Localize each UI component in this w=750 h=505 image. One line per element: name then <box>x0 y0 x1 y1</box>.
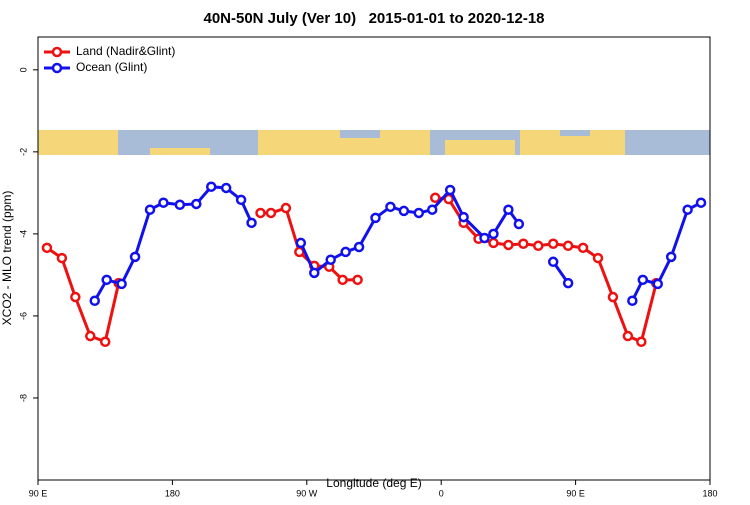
x-tick-label: 180 <box>702 488 717 498</box>
point <box>352 274 363 286</box>
point <box>518 238 529 249</box>
y-axis-label: XCO2 - MLO trend (ppm) <box>0 191 14 326</box>
y-tick-label: -6 <box>18 312 28 320</box>
point <box>255 207 266 219</box>
point <box>577 242 589 254</box>
point <box>682 204 693 215</box>
plot-frame <box>37 36 711 481</box>
point <box>479 232 490 244</box>
map-strip <box>38 130 710 155</box>
y-tick-label: -2 <box>18 148 28 156</box>
series-line <box>435 196 658 344</box>
point <box>295 237 307 249</box>
point <box>265 207 277 219</box>
series-line <box>260 206 358 282</box>
point <box>429 192 441 204</box>
point <box>370 212 381 224</box>
series-line <box>46 246 121 344</box>
point <box>70 291 81 303</box>
point <box>665 251 677 263</box>
point <box>144 204 156 215</box>
point <box>220 182 232 194</box>
point <box>652 278 663 290</box>
point <box>41 242 53 254</box>
point <box>101 274 112 286</box>
point <box>503 239 514 251</box>
y-tick-label: 0 <box>18 67 28 72</box>
point <box>340 246 351 258</box>
point <box>562 240 574 252</box>
point <box>174 199 186 211</box>
point <box>235 194 247 206</box>
x-tick-label: 90 E <box>29 488 48 498</box>
point <box>488 237 499 249</box>
legend-label: Land (Nadir&Glint) <box>76 44 175 58</box>
legend-marker <box>51 62 63 74</box>
point <box>426 204 438 215</box>
y-tick-label: -8 <box>18 394 28 402</box>
point <box>246 217 257 229</box>
point <box>547 238 559 249</box>
point <box>99 336 111 348</box>
point <box>280 202 292 214</box>
point <box>637 274 649 286</box>
point <box>562 277 574 289</box>
x-tick-label: 90 E <box>566 488 585 498</box>
point <box>636 336 647 348</box>
point <box>413 207 425 219</box>
point <box>488 228 499 240</box>
point <box>129 251 141 263</box>
point <box>607 291 619 303</box>
series-line <box>631 201 702 302</box>
point <box>158 197 169 208</box>
point <box>205 181 217 192</box>
chart-title: 40N-50N July (Ver 10) 2015-01-01 to 2020… <box>203 10 544 27</box>
point <box>353 241 365 253</box>
legend-label: Ocean (Glint) <box>76 60 147 74</box>
point <box>398 205 410 217</box>
point <box>592 252 604 264</box>
x-tick-label: 90 W <box>296 488 318 498</box>
point <box>56 252 68 264</box>
point <box>695 197 707 208</box>
point <box>191 198 202 210</box>
point <box>513 218 525 230</box>
point <box>309 267 320 279</box>
point <box>458 211 469 223</box>
point <box>627 295 638 306</box>
point <box>503 204 514 215</box>
point <box>547 256 559 268</box>
x-tick-label: 0 <box>439 488 444 498</box>
legend-marker <box>51 46 63 58</box>
x-tick-label: 180 <box>165 488 180 498</box>
point <box>533 240 544 252</box>
point <box>444 184 456 196</box>
point <box>85 330 96 342</box>
y-tick-label: -4 <box>18 230 28 238</box>
x-axis-label: Longitude (deg E) <box>326 476 421 490</box>
point <box>385 201 396 213</box>
point <box>325 254 336 265</box>
point <box>116 278 127 290</box>
point <box>337 274 348 286</box>
point <box>622 330 634 342</box>
point <box>89 295 100 306</box>
